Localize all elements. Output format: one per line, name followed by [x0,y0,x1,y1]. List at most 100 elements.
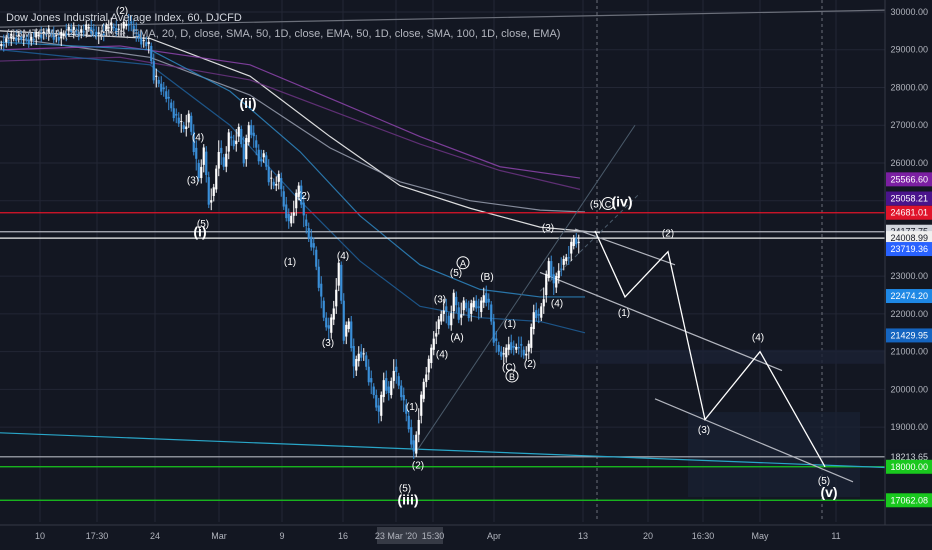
candle-body [352,345,355,367]
candle-body [442,310,445,314]
price-tick-label: 27000.00 [890,120,928,130]
candle-body [447,315,450,326]
price-badge-label: 25058.21 [890,194,928,204]
candle-body [410,427,413,445]
candle-body [210,200,213,203]
candle-body [575,238,578,245]
candle-body [455,296,458,306]
trendline[interactable] [0,9,886,28]
moving-average-line [0,45,581,179]
candle-body [197,162,200,179]
candle-body [462,300,465,311]
candle-body [175,113,178,116]
moving-averages [0,30,601,334]
candle-body [457,307,460,320]
candle-body [327,325,330,329]
candle-body [300,185,303,205]
candle-body [330,317,333,333]
channel-line[interactable] [414,124,636,454]
candle-body [120,30,123,32]
trendlines[interactable] [0,9,886,483]
moving-average-line [0,56,581,190]
price-badge-label: 18000.00 [890,462,928,472]
wave-label: (2) [412,461,424,472]
candle-body [95,31,98,37]
candle-body [547,261,550,279]
candle-body [105,25,108,31]
price-tick-label: 20000.00 [890,384,928,394]
candle-body [217,152,220,169]
trendline[interactable] [654,398,854,483]
candle-body [122,22,125,29]
wave-label: (1) [504,319,516,330]
price-badges: 25566.6025058.2124681.0124177.7524008.99… [886,172,932,508]
trendline[interactable] [574,228,676,266]
candle-body [145,42,148,47]
time-tick-label: 10 [35,531,45,541]
trendline[interactable] [539,271,783,372]
candle-body [535,310,538,319]
candle-body [452,292,455,312]
wave-label: (4) [192,132,204,143]
candle-body [132,25,135,33]
candle-body [75,30,78,32]
candle-body [467,308,470,319]
candle-body [332,308,335,320]
candle-body [215,168,218,190]
price-tick-label: 29000.00 [890,45,928,55]
price-badge [886,172,932,187]
candle-body [102,33,105,36]
wave-label: (5) [818,476,830,487]
candle-body [532,312,535,330]
horizontal-levels[interactable] [0,212,885,501]
candle-body [277,173,280,182]
candle-body [245,138,248,160]
wave-projection[interactable] [594,230,826,468]
candle-body [555,275,558,288]
trendline[interactable] [0,432,886,469]
price-badge-label: 24681.01 [890,208,928,218]
time-tick-label: May [751,531,769,541]
candle-body [125,23,128,27]
price-badge-label: 18213.65 [890,452,928,462]
candle-body [382,380,385,397]
candle-body [387,386,390,393]
candle-body [227,132,230,152]
price-badge [886,289,932,304]
candle-body [320,283,323,297]
price-badge [886,231,932,246]
candle-body [275,183,278,186]
candle-body [477,306,480,308]
projection-path[interactable] [594,230,826,468]
candle-body [445,306,448,312]
price-badge-label: 21429.95 [890,330,928,340]
time-axis[interactable]: 10 17:30 24 Mar 9 16 23 Mar '20 15:30 Apr 13 20 16:… [0,524,932,550]
wave-label: (4) [752,332,764,343]
candle-body [460,314,463,318]
candle-body [80,29,83,33]
candle-body [515,346,518,350]
candle-body [65,33,68,36]
candle-body [472,300,475,308]
candle-body [305,219,308,226]
candle-body [577,241,580,243]
time-axis-bg [0,525,932,550]
candle-body [487,298,490,303]
candle-body [0,44,3,46]
candle-body [470,303,473,314]
candle-body [207,177,210,205]
time-tick-label: 23 Mar '20 [375,531,417,541]
candle-body [72,26,75,30]
price-badge [886,459,932,474]
wave-label: (v) [820,484,837,500]
wave-label: (2) [116,6,128,17]
candle-body [322,300,325,318]
candle-body [375,395,378,408]
candle-body [350,321,353,349]
wave-label: (1) [284,257,296,268]
candle-body [517,346,520,349]
candle-body [70,28,73,33]
candle-body [360,351,363,358]
candle-body [395,366,398,373]
